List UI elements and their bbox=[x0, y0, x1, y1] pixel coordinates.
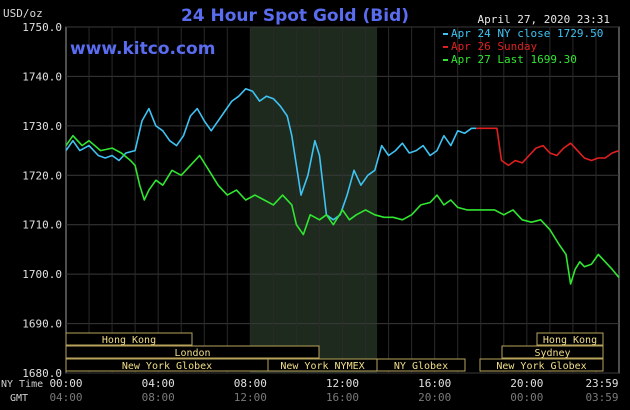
chart-title: 24 Hour Spot Gold (Bid) bbox=[181, 6, 409, 26]
x-tick-label-ny: 23:59 bbox=[585, 377, 618, 390]
x-tick-label-ny: 00:00 bbox=[49, 377, 82, 390]
legend-swatch bbox=[443, 46, 448, 48]
kitco-watermark: www.kitco.com bbox=[70, 39, 215, 59]
y-tick-label: 1710.0 bbox=[22, 219, 62, 232]
y-tick-label: 1750.0 bbox=[22, 21, 62, 34]
y-tick-label: 1680.0 bbox=[22, 367, 62, 380]
session-bar bbox=[65, 345, 320, 359]
legend-entry: Apr 26 Sunday bbox=[451, 40, 537, 53]
ny-time-label: NY Time bbox=[1, 379, 43, 390]
x-tick-label-ny: 12:00 bbox=[326, 377, 359, 390]
price-lines bbox=[65, 88, 620, 285]
session-label: NY Globex bbox=[394, 361, 448, 372]
y-axis-unit: USD/oz bbox=[3, 7, 43, 20]
x-tick-label-ny: 04:00 bbox=[142, 377, 175, 390]
x-tick-label-gmt: 16:00 bbox=[326, 391, 359, 404]
x-tick-label-gmt: 08:00 bbox=[142, 391, 175, 404]
legend-entry: Apr 27 Last 1699.30 bbox=[451, 53, 577, 66]
y-tick-label: 1700.0 bbox=[22, 268, 62, 281]
series-line-1 bbox=[65, 88, 477, 221]
x-tick-label-gmt: 03:59 bbox=[585, 391, 618, 404]
session-bar bbox=[65, 332, 193, 346]
session-bar bbox=[376, 358, 466, 372]
x-tick-label-ny: 08:00 bbox=[234, 377, 267, 390]
x-tick-label-ny: 20:00 bbox=[510, 377, 543, 390]
gmt-label: GMT bbox=[10, 393, 28, 404]
x-tick-label-ny: 16:00 bbox=[418, 377, 451, 390]
session-label: New York Globex bbox=[122, 361, 212, 372]
session-bar bbox=[536, 332, 604, 346]
x-tick-label-gmt: 12:00 bbox=[234, 391, 267, 404]
session-label: New York Globex bbox=[496, 361, 586, 372]
grid-lines bbox=[66, 26, 619, 374]
legend-swatch bbox=[443, 33, 448, 35]
y-axis-ticks: 1750.0 1740.0 1730.0 1720.0 1710.0 1700.0 1690… bbox=[22, 21, 62, 380]
session-label: New York NYMEX bbox=[280, 361, 364, 372]
market-sessions: Hong Kong London New York Globex New York N… bbox=[65, 332, 604, 372]
session-bar bbox=[501, 345, 604, 359]
y-tick-label: 1690.0 bbox=[22, 318, 62, 331]
legend-entry: Apr 24 NY close 1729.50 bbox=[451, 27, 603, 40]
shaded-session-band bbox=[250, 27, 378, 373]
x-tick-label-gmt: 04:00 bbox=[49, 391, 82, 404]
x-axis-ticks: 00:0004:0004:0008:0008:0012:0012:0016:00… bbox=[49, 377, 618, 404]
legend-swatch bbox=[443, 59, 448, 61]
y-tick-label: 1730.0 bbox=[22, 120, 62, 133]
chart-date: April 27, 2020 23:31 bbox=[478, 13, 610, 26]
x-tick-label-gmt: 20:00 bbox=[418, 391, 451, 404]
y-tick-label: 1720.0 bbox=[22, 169, 62, 182]
x-tick-label-gmt: 00:00 bbox=[510, 391, 543, 404]
session-label: London bbox=[174, 348, 210, 359]
session-label: Hong Kong bbox=[102, 335, 156, 346]
series-line-3 bbox=[65, 134, 620, 285]
session-label: Sydney bbox=[534, 348, 570, 359]
y-tick-label: 1740.0 bbox=[22, 70, 62, 83]
series-line-2 bbox=[476, 127, 620, 167]
session-bar bbox=[479, 358, 604, 372]
session-label: Hong Kong bbox=[543, 335, 597, 346]
